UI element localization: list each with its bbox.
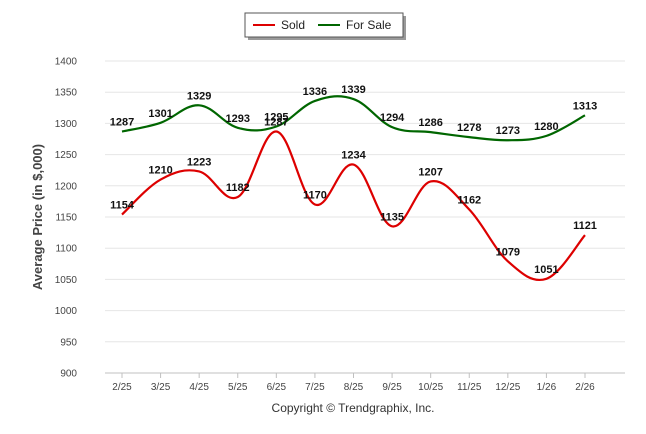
data-label-sold: 1287 bbox=[264, 117, 288, 129]
data-label-for-sale: 1313 bbox=[573, 100, 597, 112]
data-label-for-sale: 1336 bbox=[303, 86, 327, 98]
x-tick-label: 6/25 bbox=[267, 382, 287, 393]
x-tick-label: 4/25 bbox=[189, 382, 209, 393]
y-tick-label: 1000 bbox=[55, 306, 78, 317]
data-label-for-sale: 1301 bbox=[148, 108, 172, 120]
data-label-for-sale: 1339 bbox=[341, 84, 365, 96]
x-tick-label: 11/25 bbox=[457, 382, 482, 393]
y-tick-label: 950 bbox=[60, 337, 77, 348]
legend-label-sold: Sold bbox=[281, 18, 305, 32]
y-tick-label: 1250 bbox=[55, 150, 78, 161]
data-label-for-sale: 1293 bbox=[226, 113, 250, 125]
data-label-sold: 1051 bbox=[534, 264, 558, 276]
data-label-for-sale: 1278 bbox=[457, 122, 481, 134]
x-tick-label: 8/25 bbox=[344, 382, 364, 393]
data-label-for-sale: 1286 bbox=[418, 117, 442, 129]
y-tick-label: 1150 bbox=[55, 213, 77, 224]
y-tick-label: 1200 bbox=[55, 181, 78, 192]
series-line-sold bbox=[121, 130, 586, 281]
data-label-for-sale: 1280 bbox=[534, 121, 558, 133]
data-label-sold: 1210 bbox=[148, 165, 172, 177]
x-tick-label: 5/25 bbox=[228, 382, 248, 393]
x-tick-label: 9/25 bbox=[382, 382, 402, 393]
series-line-for-sale bbox=[121, 95, 586, 142]
x-tick-label: 7/25 bbox=[305, 382, 325, 393]
data-label-sold: 1207 bbox=[418, 166, 442, 178]
y-tick-label: 1300 bbox=[55, 119, 78, 130]
data-label-sold: 1223 bbox=[187, 156, 211, 168]
data-label-sold: 1162 bbox=[457, 195, 481, 207]
x-tick-label: 3/25 bbox=[151, 382, 171, 393]
data-label-sold: 1121 bbox=[573, 220, 597, 232]
data-label-for-sale: 1287 bbox=[110, 117, 134, 129]
y-tick-label: 1050 bbox=[55, 275, 78, 286]
data-label-sold: 1170 bbox=[303, 190, 327, 202]
x-tick-label: 2/25 bbox=[112, 382, 132, 393]
x-tick-label: 10/25 bbox=[418, 382, 443, 393]
data-label-for-sale: 1294 bbox=[380, 112, 405, 124]
data-label-sold: 1234 bbox=[341, 150, 366, 162]
y-axis-title: Average Price (in $,000) bbox=[30, 144, 45, 290]
x-tick-label: 2/26 bbox=[575, 382, 595, 393]
copyright-credit: Copyright © Trendgraphix, Inc. bbox=[272, 401, 435, 415]
data-label-sold: 1135 bbox=[380, 211, 404, 223]
y-tick-label: 900 bbox=[60, 369, 77, 380]
data-label-for-sale: 1329 bbox=[187, 90, 211, 102]
legend-label-for-sale: For Sale bbox=[346, 18, 392, 32]
data-label-for-sale: 1273 bbox=[496, 125, 520, 137]
x-tick-label: 1/26 bbox=[537, 382, 557, 393]
data-label-sold: 1154 bbox=[110, 200, 135, 212]
y-tick-label: 1350 bbox=[55, 88, 78, 99]
data-label-sold: 1079 bbox=[496, 246, 520, 258]
data-label-for-sale: 1295 bbox=[264, 112, 288, 124]
y-tick-label: 1400 bbox=[55, 57, 78, 68]
data-label-sold: 1182 bbox=[226, 182, 250, 194]
x-tick-label: 12/25 bbox=[495, 382, 520, 393]
y-tick-label: 1100 bbox=[55, 244, 77, 255]
